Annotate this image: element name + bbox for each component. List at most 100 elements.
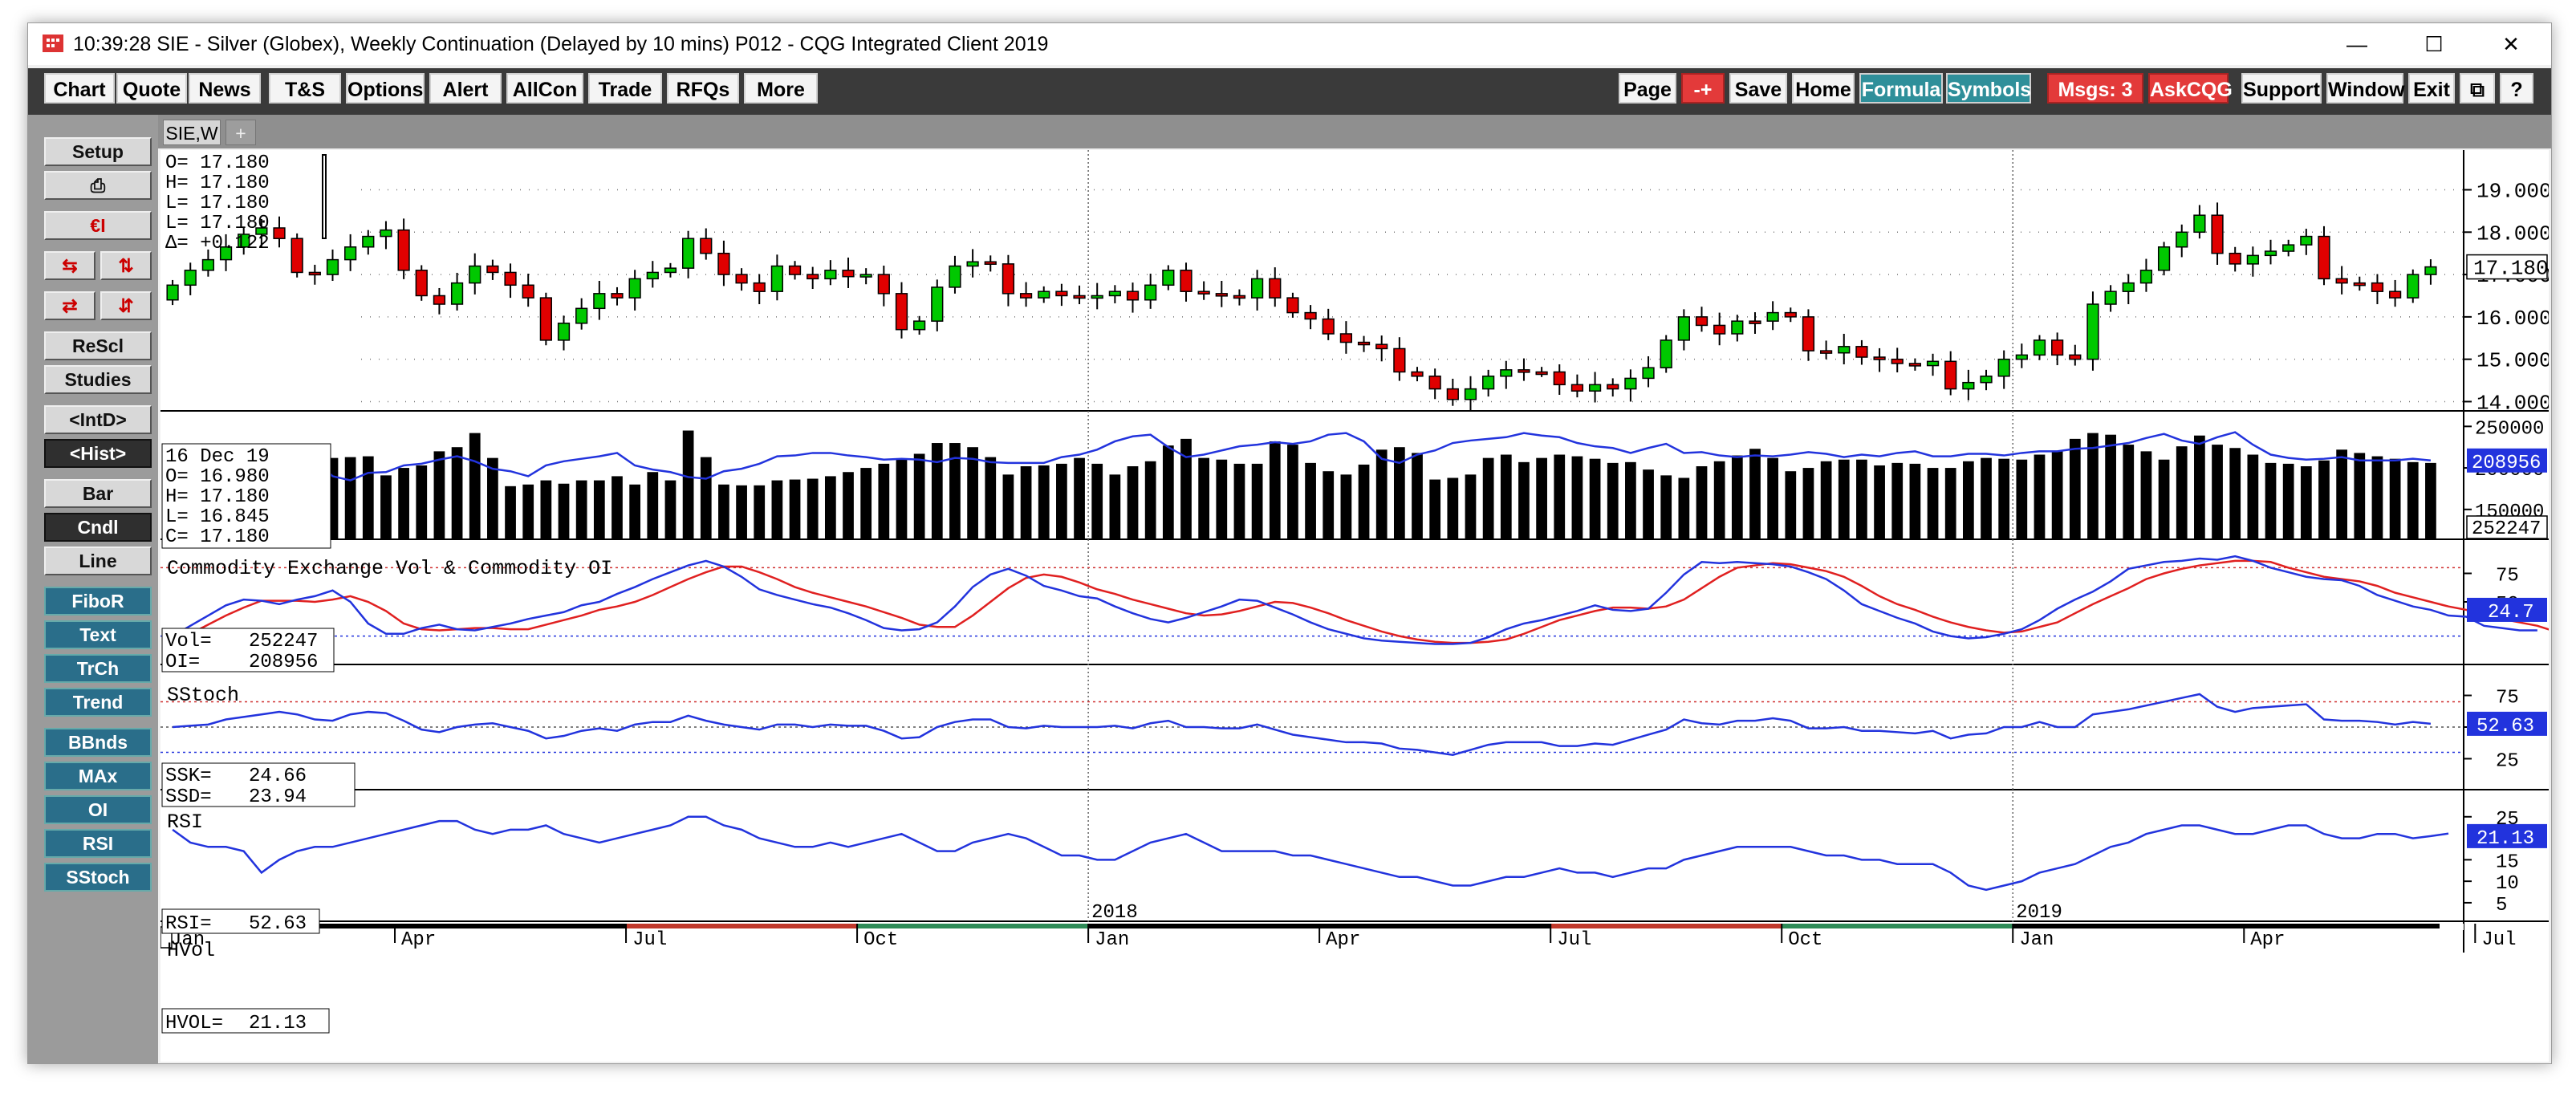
close-button[interactable]: ✕: [2502, 32, 2520, 56]
candle-body: [1286, 297, 1299, 314]
menu-zoom[interactable]: -+: [1681, 73, 1725, 104]
chart-area[interactable]: 19.00018.00017.00016.00015.00014.00017.1…: [160, 150, 2549, 1062]
volume-bar: [2016, 459, 2028, 538]
volume-bar: [2229, 448, 2241, 538]
candle-body: [308, 271, 321, 276]
x-tick-label: Apr: [401, 929, 436, 951]
intraday-button[interactable]: <IntD>: [44, 405, 152, 434]
volume-bar: [1465, 474, 1477, 538]
candle-body: [575, 307, 588, 324]
candle-body: [539, 297, 552, 341]
x-tick-label: Jul: [632, 929, 667, 951]
vol-last-tag: [2466, 515, 2548, 539]
rsi-last-label: 52.63: [2476, 716, 2534, 737]
menu-allcon[interactable]: AllCon: [506, 73, 583, 104]
candle-body: [2211, 214, 2224, 254]
rescale-button[interactable]: ReScl: [44, 331, 152, 360]
sstoch-button[interactable]: SStoch: [44, 863, 152, 892]
menu-window[interactable]: Window: [2326, 73, 2405, 104]
menu-news[interactable]: News: [189, 73, 261, 104]
menu-askcqg[interactable]: AskCQG: [2148, 73, 2233, 104]
rsi-button[interactable]: RSI: [44, 829, 152, 858]
scroll-horizontal-icon[interactable]: ⇆: [44, 251, 95, 280]
volume-bar: [754, 485, 766, 538]
menu-chart[interactable]: Chart: [44, 73, 115, 104]
menu-page[interactable]: Page: [1619, 73, 1676, 104]
candle-body: [1108, 291, 1121, 297]
compress-vertical-icon[interactable]: ⇵: [100, 291, 152, 320]
candle-button[interactable]: Cndl: [44, 513, 152, 542]
volume-oi-pane: 250000200000150000208956252247: [167, 418, 2548, 540]
candle-body: [1570, 384, 1584, 392]
volume-bar: [1412, 453, 1423, 538]
menu-formula[interactable]: Formula: [1859, 73, 1943, 104]
historical-button[interactable]: <Hist>: [44, 439, 152, 468]
volume-bar: [1518, 461, 1530, 538]
candle-body: [557, 323, 571, 341]
volume-bar: [824, 476, 836, 538]
trch-button[interactable]: TrCh: [44, 654, 152, 683]
candle-body: [1126, 291, 1140, 301]
menu-save[interactable]: Save: [1729, 73, 1787, 104]
print-icon[interactable]: ⎙: [44, 171, 152, 200]
oi-button[interactable]: OI: [44, 795, 152, 824]
menu-symbols[interactable]: Symbols: [1946, 73, 2031, 104]
ssk-last-label: 24.7: [2488, 602, 2534, 624]
menu-exit[interactable]: Exit: [2408, 73, 2455, 104]
price-tick-label: 18.000: [2476, 221, 2549, 246]
volume-bar: [1127, 466, 1139, 538]
volume-bar: [1802, 468, 1814, 538]
trend-button[interactable]: Trend: [44, 688, 152, 717]
candle-body: [1339, 333, 1353, 343]
candle-body: [931, 286, 944, 322]
volume-bar: [1269, 441, 1281, 538]
setup-button[interactable]: Setup: [44, 137, 152, 166]
tab-sie-w[interactable]: SIE,W: [163, 120, 221, 145]
currency-icon[interactable]: €I: [44, 211, 152, 240]
menu-support[interactable]: Support: [2241, 73, 2322, 104]
x-tick-label: Oct: [863, 929, 898, 951]
candle-body: [326, 258, 339, 275]
candle-body: [1660, 339, 1672, 368]
candle-body: [486, 265, 499, 274]
volume-bar: [2069, 438, 2081, 538]
add-tab-button[interactable]: +: [226, 120, 256, 145]
candle-body: [628, 278, 641, 299]
text-button[interactable]: Text: [44, 620, 152, 649]
candle-body: [238, 234, 250, 248]
candle-body: [770, 265, 784, 292]
fibor-button[interactable]: FiboR: [44, 587, 152, 616]
volume-bar: [1643, 469, 1654, 538]
bbands-button[interactable]: BBnds: [44, 728, 152, 757]
compress-horizontal-icon[interactable]: ⇄: [44, 291, 95, 320]
candle-body: [1819, 350, 1833, 354]
menu-options[interactable]: Options: [346, 73, 425, 104]
studies-button[interactable]: Studies: [44, 365, 152, 394]
volume-bar: [2034, 454, 2046, 538]
maximize-button[interactable]: ☐: [2424, 32, 2444, 56]
menu-quote[interactable]: Quote: [116, 73, 187, 104]
candle-body: [1908, 363, 1922, 367]
menu-msgs[interactable]: Msgs: 3: [2047, 73, 2143, 104]
ssd-line: [172, 559, 2549, 644]
volume-bar: [967, 447, 978, 538]
menu-home[interactable]: Home: [1792, 73, 1855, 104]
svg-text:C= 17.180: C= 17.180: [165, 526, 270, 548]
volume-bar: [1571, 456, 1583, 538]
minimize-button[interactable]: —: [2346, 32, 2367, 56]
volume-bar: [949, 443, 961, 538]
menu-trade[interactable]: Trade: [588, 73, 662, 104]
help-icon[interactable]: ?: [2500, 73, 2533, 104]
bar-button[interactable]: Bar: [44, 479, 152, 508]
line-button[interactable]: Line: [44, 546, 152, 575]
menu-more[interactable]: More: [744, 73, 818, 104]
menu-alert[interactable]: Alert: [429, 73, 502, 104]
volume-bar: [1749, 449, 1761, 538]
restore-icon[interactable]: ⧉: [2460, 73, 2495, 104]
max-button[interactable]: MAx: [44, 762, 152, 790]
menu-ts[interactable]: T&S: [269, 73, 341, 104]
scroll-vertical-icon[interactable]: ⇅: [100, 251, 152, 280]
window-title: 10:39:28 SIE - Silver (Globex), Weekly C…: [73, 33, 1049, 55]
menu-rfqs[interactable]: RFQs: [667, 73, 739, 104]
volume-bar: [718, 484, 729, 538]
